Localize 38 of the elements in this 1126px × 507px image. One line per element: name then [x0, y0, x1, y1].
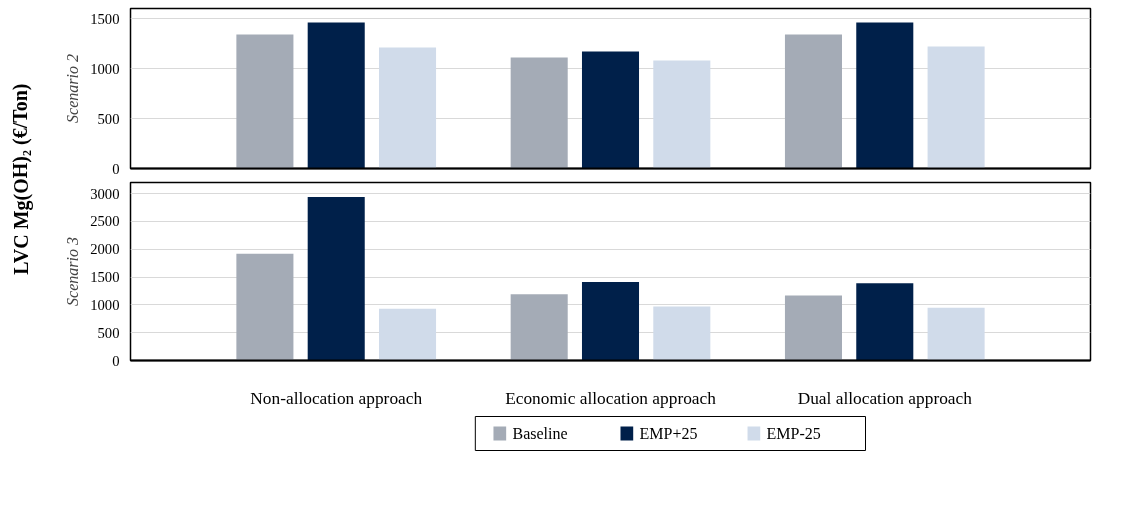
bar	[307, 196, 365, 361]
y-axis-title: Scenario 2	[64, 54, 82, 123]
bar	[510, 294, 568, 361]
bar	[927, 46, 985, 169]
bar	[653, 60, 711, 169]
y-tick-label: 1500	[90, 269, 120, 286]
y-tick-label: 2000	[90, 241, 120, 258]
bar	[581, 282, 640, 361]
y-axis-title: Scenario 3	[64, 237, 82, 306]
bar	[510, 57, 568, 169]
y-tick-label: 3000	[90, 185, 120, 202]
y-tick-label: 2500	[90, 213, 120, 230]
x-tick-label: Economic allocation approach	[505, 388, 717, 408]
text: LVC Mg(OH)₂ (€/Ton)	[9, 83, 33, 275]
y-tick-label: 1000	[90, 60, 120, 77]
bar	[236, 253, 294, 361]
bar	[236, 34, 294, 169]
y-tick-label: 0	[112, 352, 120, 369]
legend-label: EMP+25	[639, 425, 698, 442]
y-tick-label: 500	[97, 110, 120, 127]
legend-label: Baseline	[512, 425, 568, 442]
bar	[379, 308, 437, 361]
bar	[856, 22, 914, 169]
bar	[784, 295, 842, 361]
y-tick-label: 0	[112, 160, 120, 177]
bar	[653, 306, 711, 361]
bar	[307, 22, 365, 169]
bar	[379, 47, 437, 169]
bar	[856, 283, 914, 361]
x-tick-label: Non-allocation approach	[250, 388, 423, 408]
y-tick-label: 1500	[90, 10, 120, 27]
y-tick-label: 500	[97, 324, 120, 341]
x-tick-label: Dual allocation approach	[797, 388, 973, 408]
y-tick-label: 1000	[90, 296, 120, 313]
bar	[581, 51, 640, 169]
bar	[784, 34, 842, 169]
legend-label: EMP-25	[766, 425, 821, 442]
bar	[927, 307, 985, 361]
